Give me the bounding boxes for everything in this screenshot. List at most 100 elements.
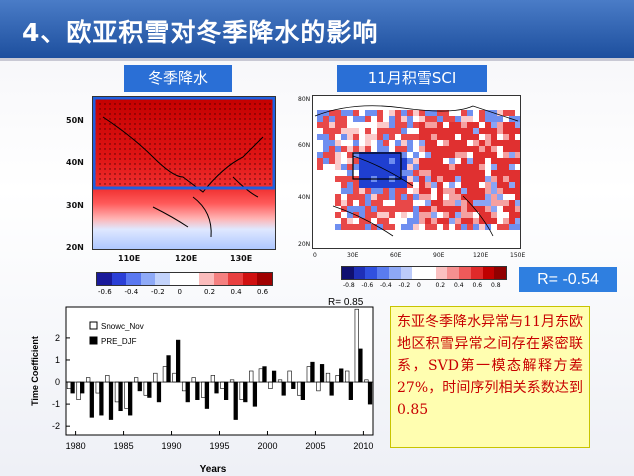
snow-map-cell xyxy=(371,146,377,152)
snow-map-cell xyxy=(365,182,371,188)
snow-map-cell xyxy=(323,122,329,128)
snow-map-cell xyxy=(479,164,485,170)
bar-pre xyxy=(118,381,123,412)
snow-map-cell xyxy=(359,110,365,116)
snow-map-cell xyxy=(407,200,413,206)
snow-map-cell xyxy=(515,116,520,122)
snow-map-cell xyxy=(437,218,443,224)
snow-map-cell xyxy=(467,164,473,170)
snow-map-cell xyxy=(479,206,485,212)
snow-map-cell xyxy=(515,140,520,146)
snow-map-cell xyxy=(329,116,335,122)
snow-map-cell xyxy=(461,200,467,206)
bar-pre xyxy=(176,339,181,383)
bar-snowc xyxy=(325,372,331,383)
snow-map-cell xyxy=(341,134,347,140)
snow-map-cell xyxy=(461,218,467,224)
snow-map-cell xyxy=(491,182,497,188)
snow-map-cell xyxy=(347,140,353,146)
snow-map-cell xyxy=(413,158,419,164)
snow-map-cell xyxy=(479,140,485,146)
bar-pre xyxy=(339,368,344,383)
snow-map-cell xyxy=(329,158,335,164)
snow-map-cell xyxy=(467,212,473,218)
snow-map-cell xyxy=(317,122,323,128)
snow-map-cell xyxy=(419,122,425,128)
lon-label: 130E xyxy=(230,254,253,263)
snow-map-cell xyxy=(479,128,485,134)
snow-map-cell xyxy=(473,158,479,164)
snow-map-cell xyxy=(389,182,395,188)
snow-map-cell xyxy=(371,116,377,122)
snow-map-cell xyxy=(371,134,377,140)
snow-map-cell xyxy=(509,224,515,230)
snow-map-cell xyxy=(509,188,515,194)
colorbar-cell xyxy=(459,267,472,279)
snow-map-cell xyxy=(377,170,383,176)
snow-map-cell xyxy=(407,224,413,230)
precip-map-overlay xyxy=(93,97,275,238)
y-axis-label: Time Coefficient xyxy=(30,336,40,406)
snow-map-cell xyxy=(431,134,437,140)
snow-map-cell xyxy=(335,218,341,224)
snow-map-cell xyxy=(491,140,497,146)
bar-pre xyxy=(80,381,85,394)
snow-map-cell xyxy=(323,134,329,140)
snow-map-cell xyxy=(431,140,437,146)
snow-map-cell xyxy=(425,176,431,182)
snow-map-cell xyxy=(467,158,473,164)
snow-map-cell xyxy=(431,164,437,170)
snow-map-cell xyxy=(365,212,371,218)
snow-map-cell xyxy=(455,194,461,200)
colorbar-cell xyxy=(342,267,355,279)
snow-map-cell xyxy=(503,164,509,170)
snow-map-cell xyxy=(371,128,377,134)
bar-snowc xyxy=(268,381,273,389)
snow-map-cell xyxy=(371,170,377,176)
snow-map-cell xyxy=(371,164,377,170)
correlation-badge: R= -0.54 xyxy=(519,267,617,292)
snow-map-cell xyxy=(437,110,443,116)
snow-map-cell xyxy=(431,158,437,164)
snow-map-cell xyxy=(413,164,419,170)
snow-map-cell xyxy=(347,152,353,158)
bar-pre xyxy=(214,381,219,394)
snow-map-cell xyxy=(503,212,509,218)
snow-map-cell xyxy=(323,140,329,146)
snow-map-cell xyxy=(341,158,347,164)
snow-map-cell xyxy=(467,176,473,182)
snow-map-cell xyxy=(395,206,401,212)
snow-map-cell xyxy=(437,182,443,188)
snow-map-cell xyxy=(449,158,455,164)
snow-map-cell xyxy=(413,122,419,128)
snow-map-cell xyxy=(431,146,437,152)
snow-map-cell xyxy=(473,182,479,188)
snow-map-cell xyxy=(359,182,365,188)
snow-map-cell xyxy=(317,140,323,146)
snow-map-cell xyxy=(485,200,491,206)
snow-map-cell xyxy=(425,188,431,194)
snow-map-cell xyxy=(479,152,485,158)
snow-map-cell xyxy=(329,128,335,134)
snow-map-cell xyxy=(443,200,449,206)
snow-map-cell xyxy=(461,182,467,188)
snow-map-cell xyxy=(371,206,377,212)
snow-map-cell xyxy=(365,170,371,176)
snow-map-cell xyxy=(509,200,515,206)
snow-map-cell xyxy=(407,158,413,164)
snow-map-cell xyxy=(431,110,437,116)
snow-map-cell xyxy=(323,116,329,122)
snow-map-cell xyxy=(407,182,413,188)
snow-map-cell xyxy=(509,122,515,128)
snow-map-cell xyxy=(383,182,389,188)
snow-map-cell xyxy=(389,200,395,206)
colorbar-cell xyxy=(470,267,484,279)
snow-map-cell xyxy=(365,188,371,194)
snow-map-cell xyxy=(503,152,509,158)
snow-map-cell xyxy=(437,224,443,230)
snow-map-cell xyxy=(443,218,449,224)
snow-map-cell xyxy=(401,152,407,158)
snow-map-cell xyxy=(497,128,503,134)
snow-map-cell xyxy=(383,224,389,230)
snow-map-cell xyxy=(443,158,449,164)
